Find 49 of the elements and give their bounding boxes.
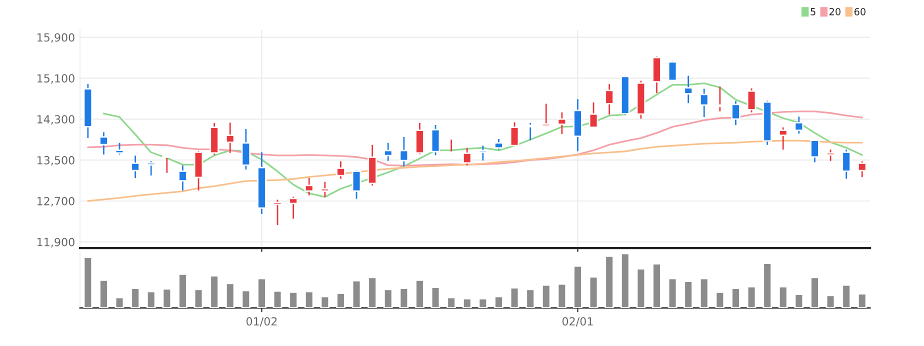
candlestick: [162, 154, 172, 174]
candlestick: [352, 170, 362, 200]
candlestick: [462, 147, 472, 166]
candlestick: [430, 124, 440, 156]
candlestick: [320, 181, 330, 198]
candlestick: [272, 199, 282, 226]
legend-label: 20: [829, 8, 840, 16]
x-tick-label: 01/02: [246, 317, 277, 326]
candlestick: [225, 122, 235, 154]
line-series: [87, 140, 863, 202]
y-tick-label: 15,100: [38, 74, 74, 84]
candlestick: [731, 100, 740, 126]
candlestick: [588, 102, 598, 129]
candlestick: [810, 140, 820, 163]
candlestick: [826, 148, 836, 162]
y-tick-label: 15,900: [38, 33, 74, 43]
candlestick: [336, 160, 346, 180]
legend-label: 5: [810, 8, 816, 16]
candlestick: [478, 144, 488, 162]
candlestick: [778, 126, 788, 150]
candlestick: [304, 177, 314, 196]
candlestick: [114, 142, 124, 156]
candlestick: [288, 196, 298, 220]
candlestick: [178, 164, 188, 192]
y-tick-label: 13,500: [38, 156, 74, 166]
candlestick: [399, 136, 409, 167]
x-tick-label: 02/01: [562, 317, 593, 326]
candlestick: [857, 160, 867, 178]
line-series: [102, 82, 863, 198]
candlestick: [604, 83, 614, 116]
candlestick: [241, 128, 251, 170]
candlestick: [383, 142, 393, 162]
candlestick: [842, 148, 851, 180]
candlestick: [684, 75, 693, 104]
candlestick: [557, 112, 567, 135]
candlestick: [415, 122, 424, 155]
y-tick-label: 11,900: [38, 238, 74, 248]
y-tick-label: 12,700: [38, 196, 74, 207]
legend-label: 60: [854, 8, 866, 16]
candlestick: [146, 160, 156, 176]
candlestick: [794, 116, 804, 134]
candlestick: [510, 122, 520, 147]
candlestick: [541, 103, 551, 128]
y-tick-label: 14,300: [38, 115, 74, 125]
candlestick: [494, 138, 504, 150]
candlestick: [130, 154, 140, 179]
candlestick: [699, 88, 709, 118]
candlestick: [746, 88, 756, 114]
candlestick: [99, 132, 108, 156]
